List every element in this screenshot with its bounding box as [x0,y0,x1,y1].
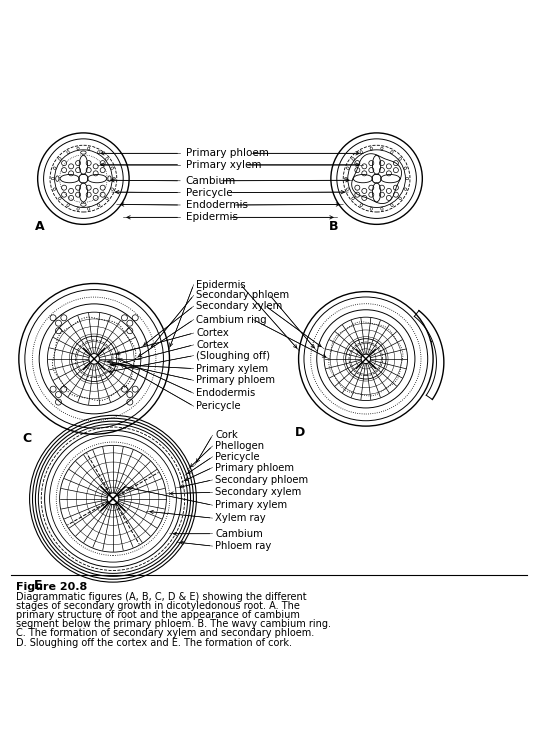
Text: B: B [329,220,338,232]
Text: primary structure of root and the appearance of cambium: primary structure of root and the appear… [16,610,300,620]
Text: Phloem ray: Phloem ray [215,541,272,551]
Circle shape [361,354,371,364]
Text: (Sloughing off): (Sloughing off) [196,351,271,361]
Text: D. Sloughing off the cortex and E. The formation of cork.: D. Sloughing off the cortex and E. The f… [16,638,292,647]
Text: Cambium ring: Cambium ring [196,314,267,325]
Text: Pericycle: Pericycle [215,452,260,462]
Text: Pericycle: Pericycle [196,401,241,411]
Text: C: C [23,432,32,445]
Text: Secondary phloem: Secondary phloem [196,290,289,301]
Text: Cortex: Cortex [196,328,229,338]
Text: Cortex: Cortex [196,340,229,350]
Text: Cambium: Cambium [215,529,263,538]
Circle shape [372,174,381,183]
Text: Figure 20.8: Figure 20.8 [16,582,87,592]
Text: segment below the primary phloem. B. The wavy cambium ring.: segment below the primary phloem. B. The… [16,620,331,629]
Text: Cambium: Cambium [186,176,236,186]
Text: Secondary xylem: Secondary xylem [215,488,301,497]
Text: Endodermis: Endodermis [186,200,247,210]
Text: Primary phloem: Primary phloem [215,463,294,472]
Text: Primary xylem: Primary xylem [196,364,268,374]
Text: Secondary xylem: Secondary xylem [196,302,282,311]
Text: stages of secondary growth in dicotyledonous root. A. The: stages of secondary growth in dicotyledo… [16,601,300,611]
Text: Primary phloem: Primary phloem [196,376,275,386]
Circle shape [79,174,88,183]
Text: Primary xylem: Primary xylem [186,160,261,170]
Text: Phellogen: Phellogen [215,441,264,451]
Text: Endodermis: Endodermis [196,388,256,398]
Text: E: E [34,579,43,592]
Circle shape [89,353,100,364]
Text: Epidermis: Epidermis [196,280,246,290]
Circle shape [107,493,119,505]
Text: Secondary phloem: Secondary phloem [215,475,308,485]
Text: A: A [36,220,45,232]
Text: Primary phloem: Primary phloem [186,148,268,158]
Text: Diagrammatic figures (A, B, C, D & E) showing the different: Diagrammatic figures (A, B, C, D & E) sh… [16,592,307,602]
Text: Epidermis: Epidermis [186,212,238,222]
Text: Primary xylem: Primary xylem [215,500,287,510]
Text: D: D [295,426,306,439]
Text: Pericycle: Pericycle [186,188,232,197]
Text: Xylem ray: Xylem ray [215,513,266,523]
Text: C. The formation of secondary xylem and secondary phloem.: C. The formation of secondary xylem and … [16,628,314,638]
Text: Cork: Cork [215,430,238,440]
